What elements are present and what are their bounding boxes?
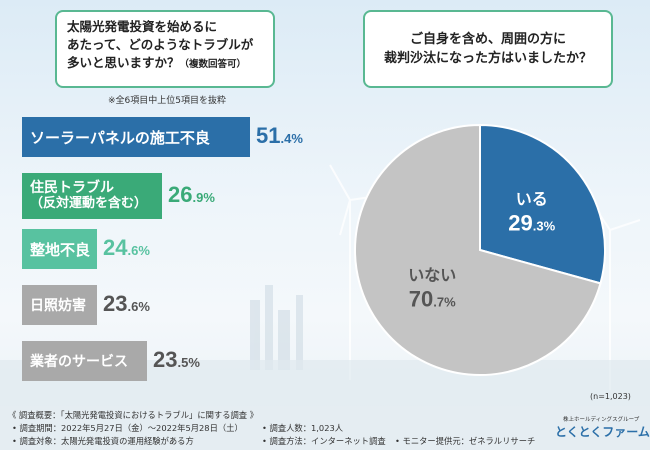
left-question-note: （複数回答可） (179, 59, 247, 70)
bar-value-label: 23.5% (153, 347, 200, 372)
pie-slice-label: いない (408, 265, 456, 284)
bar-label: 住民トラブル （反対運動を含む） (30, 180, 148, 211)
bar-label: 整地不良 (30, 240, 91, 259)
footer-survey-method: • 調査方法：インターネット調査 (262, 436, 386, 446)
bar-label: ソーラーパネルの施工不良 (30, 128, 210, 147)
bar-3: 日照妨害 (22, 285, 97, 325)
bar-label: 日照妨害 (30, 298, 86, 314)
bar-2: 整地不良 (22, 229, 97, 269)
left-question-line3: 多いと思いますか？ (67, 55, 180, 70)
logo: とくとくファーム (555, 425, 650, 439)
footer: 《 調査概要：「太陽光発電投資におけるトラブル」に関する調査 》 • 調査期間：… (0, 406, 650, 450)
footer-survey-title: 《 調査概要：「太陽光発電投資におけるトラブル」に関する調査 》 (8, 410, 259, 420)
bar-value-label: 24.6% (103, 235, 150, 260)
left-question-line2: あたって、どのようなトラブルが (67, 37, 254, 52)
footer-survey-period: • 調査期間：2022年5月27日（金）〜2022年5月28日（土） (12, 423, 243, 433)
bar-label: 業者のサービス (30, 354, 128, 370)
pie-slice-value: 70.7% (409, 286, 456, 311)
left-question-box: 太陽光発電投資を始めるに あたって、どのようなトラブルが 多いと思いますか？（複… (55, 10, 275, 88)
footer-survey-provider: • モニター提供元：ゼネラルリサーチ (395, 436, 536, 446)
pie-slice-0 (479, 123, 606, 285)
bar-4: 業者のサービス (22, 341, 147, 381)
bar-value-label: 26.9% (168, 182, 215, 207)
footer-survey-count: • 調査人数：1,023人 (262, 423, 344, 433)
right-question-line1: ご自身を含め、周囲の方に (409, 32, 566, 47)
pie-chart: いる 29.3% いない 70.7% (354, 123, 606, 376)
left-question-line1: 太陽光発電投資を始めるに (67, 19, 218, 34)
right-question-box: ご自身を含め、周囲の方に 裁判沙汰になった方はいましたか？ (363, 10, 613, 88)
pie-slice-value: 29.3% (508, 211, 555, 236)
sample-size: (n=1,023) (590, 392, 631, 401)
bar-1: 住民トラブル （反対運動を含む） (22, 173, 162, 219)
bar-value-label: 51.4% (256, 123, 303, 148)
logo-group-name: 株上ホールディングスグループ (563, 417, 640, 423)
footer-survey-target: • 調査対象：太陽光発電投資の運用経験がある方 (12, 436, 194, 446)
right-question-line2: 裁判沙汰になった方はいましたか？ (383, 51, 592, 66)
bar-0: ソーラーパネルの施工不良 (22, 117, 250, 157)
pie-slice-1 (354, 123, 602, 376)
bar-value-label: 23.6% (103, 291, 150, 316)
top5-note: ※全6項目中上位5項目を抜粋 (108, 96, 226, 106)
pie-slice-label: いる (516, 190, 548, 209)
